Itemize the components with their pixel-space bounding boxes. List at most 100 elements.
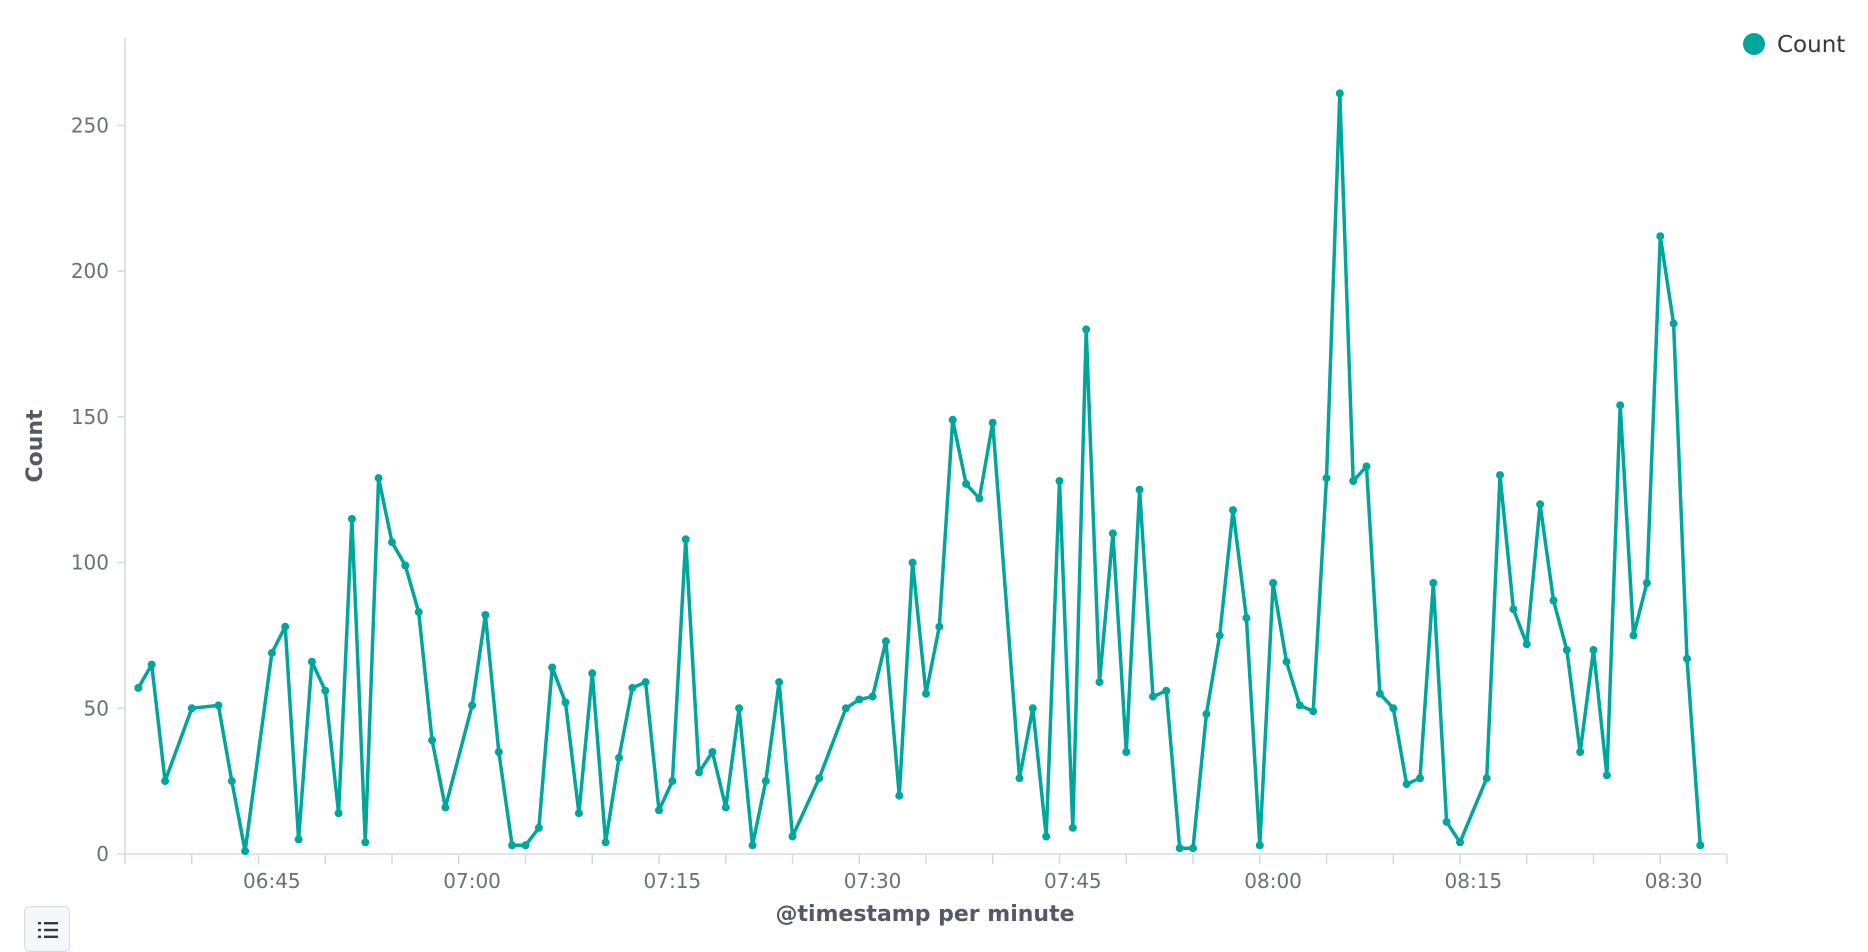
data-point xyxy=(1375,689,1384,698)
data-point xyxy=(1028,704,1037,713)
data-point xyxy=(361,838,370,847)
data-point xyxy=(534,823,543,832)
data-point xyxy=(1522,640,1531,649)
data-point xyxy=(1295,701,1304,710)
legend-toggle-button[interactable] xyxy=(24,906,70,952)
data-point xyxy=(1322,474,1331,483)
y-tick-label: 50 xyxy=(84,696,109,720)
data-point xyxy=(294,835,303,844)
data-point xyxy=(1242,613,1251,622)
y-tick-label: 100 xyxy=(71,551,109,575)
data-point xyxy=(668,777,677,786)
data-point xyxy=(1108,529,1117,538)
y-tick-label: 200 xyxy=(71,259,109,283)
data-point xyxy=(1215,631,1224,640)
x-tick-label: 08:00 xyxy=(1244,869,1302,893)
data-point xyxy=(881,637,890,646)
data-point xyxy=(628,683,637,692)
data-point xyxy=(508,841,517,850)
data-point xyxy=(1042,832,1051,841)
data-point xyxy=(281,622,290,631)
y-axis-title: Count xyxy=(23,409,48,483)
data-point xyxy=(1335,89,1344,98)
data-point xyxy=(695,768,703,777)
legend[interactable]: Count xyxy=(1743,32,1845,58)
data-point xyxy=(855,695,864,704)
data-point xyxy=(655,806,663,815)
data-point xyxy=(1576,748,1585,756)
data-point xyxy=(841,704,850,713)
x-axis-title: @timestamp per minute xyxy=(775,902,1074,927)
data-point xyxy=(1362,462,1371,471)
data-point xyxy=(241,847,250,856)
data-point xyxy=(134,683,143,692)
data-point xyxy=(868,692,877,701)
data-point xyxy=(1068,823,1077,832)
data-point xyxy=(962,479,971,488)
data-point xyxy=(1536,500,1545,509)
data-point xyxy=(1509,605,1518,614)
data-point xyxy=(521,841,530,850)
data-point xyxy=(721,803,730,812)
data-point xyxy=(414,608,423,617)
data-point xyxy=(1122,748,1131,756)
data-point xyxy=(588,669,597,678)
data-point xyxy=(1629,631,1638,640)
data-point xyxy=(681,535,690,544)
data-point xyxy=(1389,704,1398,713)
legend-label[interactable]: Count xyxy=(1777,32,1845,58)
data-point xyxy=(1015,774,1024,783)
data-point xyxy=(481,611,490,619)
data-point xyxy=(214,701,223,710)
data-point xyxy=(147,660,156,669)
data-point xyxy=(428,736,437,745)
data-point xyxy=(161,777,170,786)
data-point xyxy=(1496,471,1504,480)
x-tick-label: 07:15 xyxy=(644,869,702,893)
data-point xyxy=(1456,838,1464,847)
y-tick-label: 250 xyxy=(71,113,109,137)
data-point xyxy=(975,494,984,503)
data-point xyxy=(1149,692,1157,701)
data-point xyxy=(948,415,957,424)
data-point xyxy=(1442,817,1451,826)
data-point xyxy=(227,777,236,786)
data-point xyxy=(494,748,503,756)
data-point xyxy=(775,678,784,687)
data-point xyxy=(1642,579,1651,587)
data-point xyxy=(935,622,944,631)
data-point xyxy=(1549,596,1558,605)
data-point xyxy=(374,474,383,483)
data-point xyxy=(1696,841,1705,850)
data-point xyxy=(895,791,904,800)
x-tick-label: 07:00 xyxy=(443,869,501,893)
data-point xyxy=(735,704,744,713)
data-point xyxy=(574,809,583,818)
data-point xyxy=(1175,844,1184,853)
data-point xyxy=(1602,771,1611,780)
x-tick-label: 08:15 xyxy=(1445,869,1503,893)
data-point xyxy=(548,663,557,672)
data-point xyxy=(1589,646,1598,654)
data-point xyxy=(321,686,330,695)
axes xyxy=(124,38,1727,855)
data-point xyxy=(1229,506,1237,515)
data-point xyxy=(1416,774,1424,783)
x-tick-label: 07:45 xyxy=(1044,869,1102,893)
data-point xyxy=(788,832,797,841)
data-point xyxy=(1095,678,1104,687)
data-point xyxy=(1309,707,1318,716)
data-point xyxy=(601,838,610,847)
data-point xyxy=(1669,319,1678,328)
data-point xyxy=(561,698,570,707)
series-line xyxy=(136,91,1703,853)
data-point xyxy=(307,657,316,666)
data-point xyxy=(761,777,770,786)
data-point xyxy=(922,689,930,698)
x-tick-label: 06:45 xyxy=(243,869,301,893)
data-point xyxy=(401,561,410,570)
data-point xyxy=(1656,232,1665,241)
data-point xyxy=(748,841,757,850)
data-point xyxy=(267,648,276,657)
